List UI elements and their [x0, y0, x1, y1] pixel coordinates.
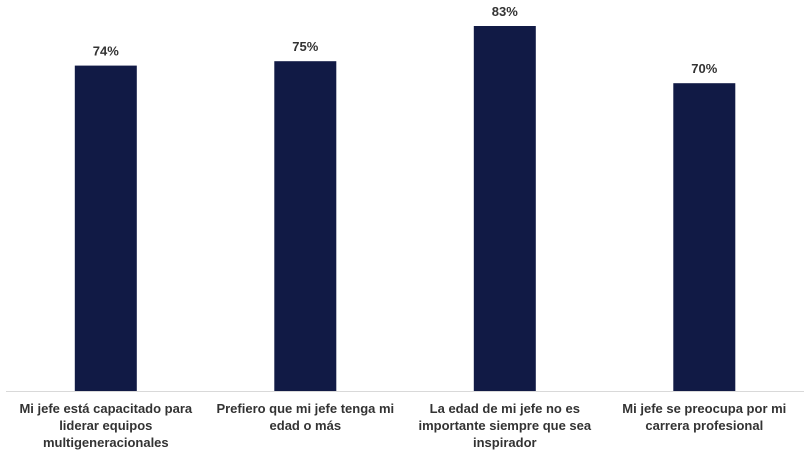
data-label: 74%	[93, 44, 119, 59]
data-label: 83%	[492, 4, 518, 19]
category-label: La edad de mi jefe no es importante siem…	[418, 401, 592, 450]
category-label: Mi jefe se preocupa por mi carrera profe…	[622, 401, 787, 433]
bar	[673, 83, 736, 391]
bar	[473, 26, 536, 391]
data-label: 75%	[292, 39, 318, 54]
bars-group	[74, 26, 736, 391]
data-label: 70%	[691, 61, 717, 76]
category-label: Mi jefe está capacitado para liderar equ…	[19, 401, 193, 450]
bar	[274, 61, 337, 391]
bar	[74, 65, 137, 391]
value-labels-group: 74% 75% 83% 70%	[93, 4, 718, 76]
category-label: Prefiero que mi jefe tenga mi edad o más	[216, 401, 395, 433]
